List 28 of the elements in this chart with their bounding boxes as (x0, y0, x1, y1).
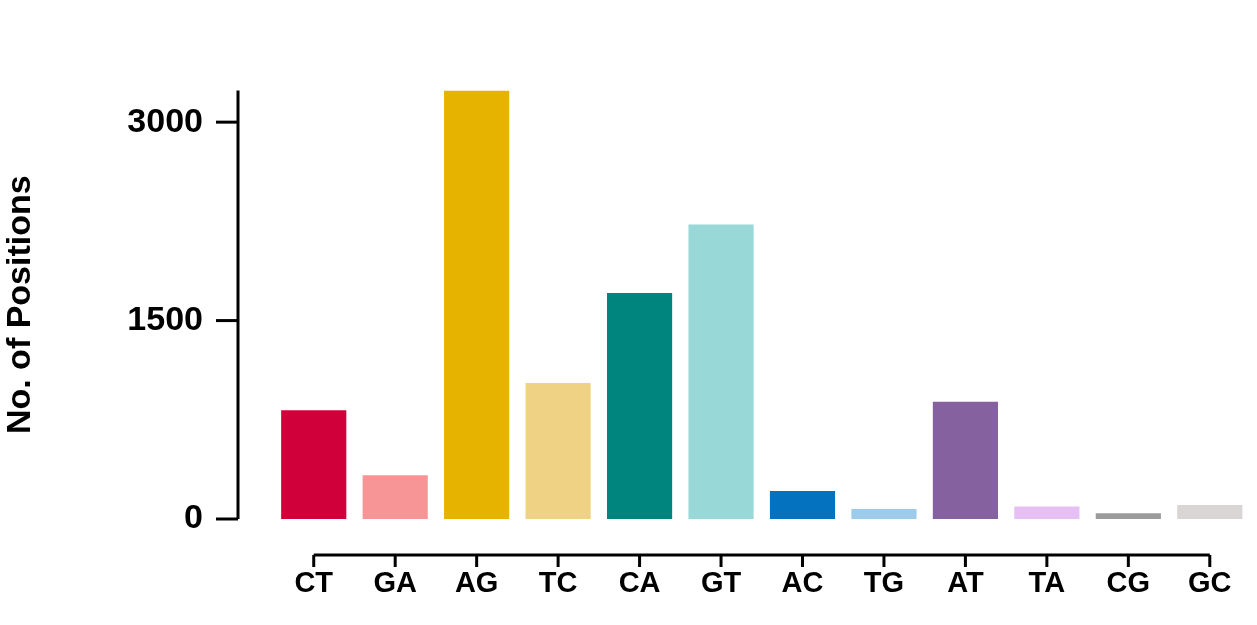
x-tick-label: AG (454, 566, 499, 599)
x-tick-label: TG (863, 566, 905, 599)
x-tick-label: CT (294, 566, 334, 599)
bar (525, 382, 591, 519)
x-tick-label: GA (373, 566, 417, 599)
y-axis-title: No. of Positions (0, 175, 37, 435)
bar (932, 401, 998, 519)
bar (1177, 504, 1243, 519)
x-tick-label: CG (1106, 566, 1151, 599)
bar (769, 490, 836, 519)
bar (444, 90, 510, 519)
x-tick-label: TC (538, 566, 578, 599)
bar (688, 224, 754, 519)
bar (1095, 513, 1161, 519)
x-tick-label: TA (1028, 566, 1066, 599)
bar (362, 475, 428, 519)
bar (606, 292, 673, 519)
x-tick-label: GC (1188, 566, 1232, 599)
y-tick-label: 1500 (127, 298, 203, 337)
bar (1014, 506, 1080, 519)
bar (851, 509, 917, 519)
bar (281, 410, 347, 519)
x-tick-label: AC (781, 566, 824, 599)
x-tick-label: AT (947, 566, 984, 599)
x-tick-label: CA (618, 566, 661, 599)
y-tick-label: 3000 (127, 100, 203, 139)
y-tick-label: 0 (184, 497, 203, 536)
x-tick-label: GT (700, 566, 742, 599)
